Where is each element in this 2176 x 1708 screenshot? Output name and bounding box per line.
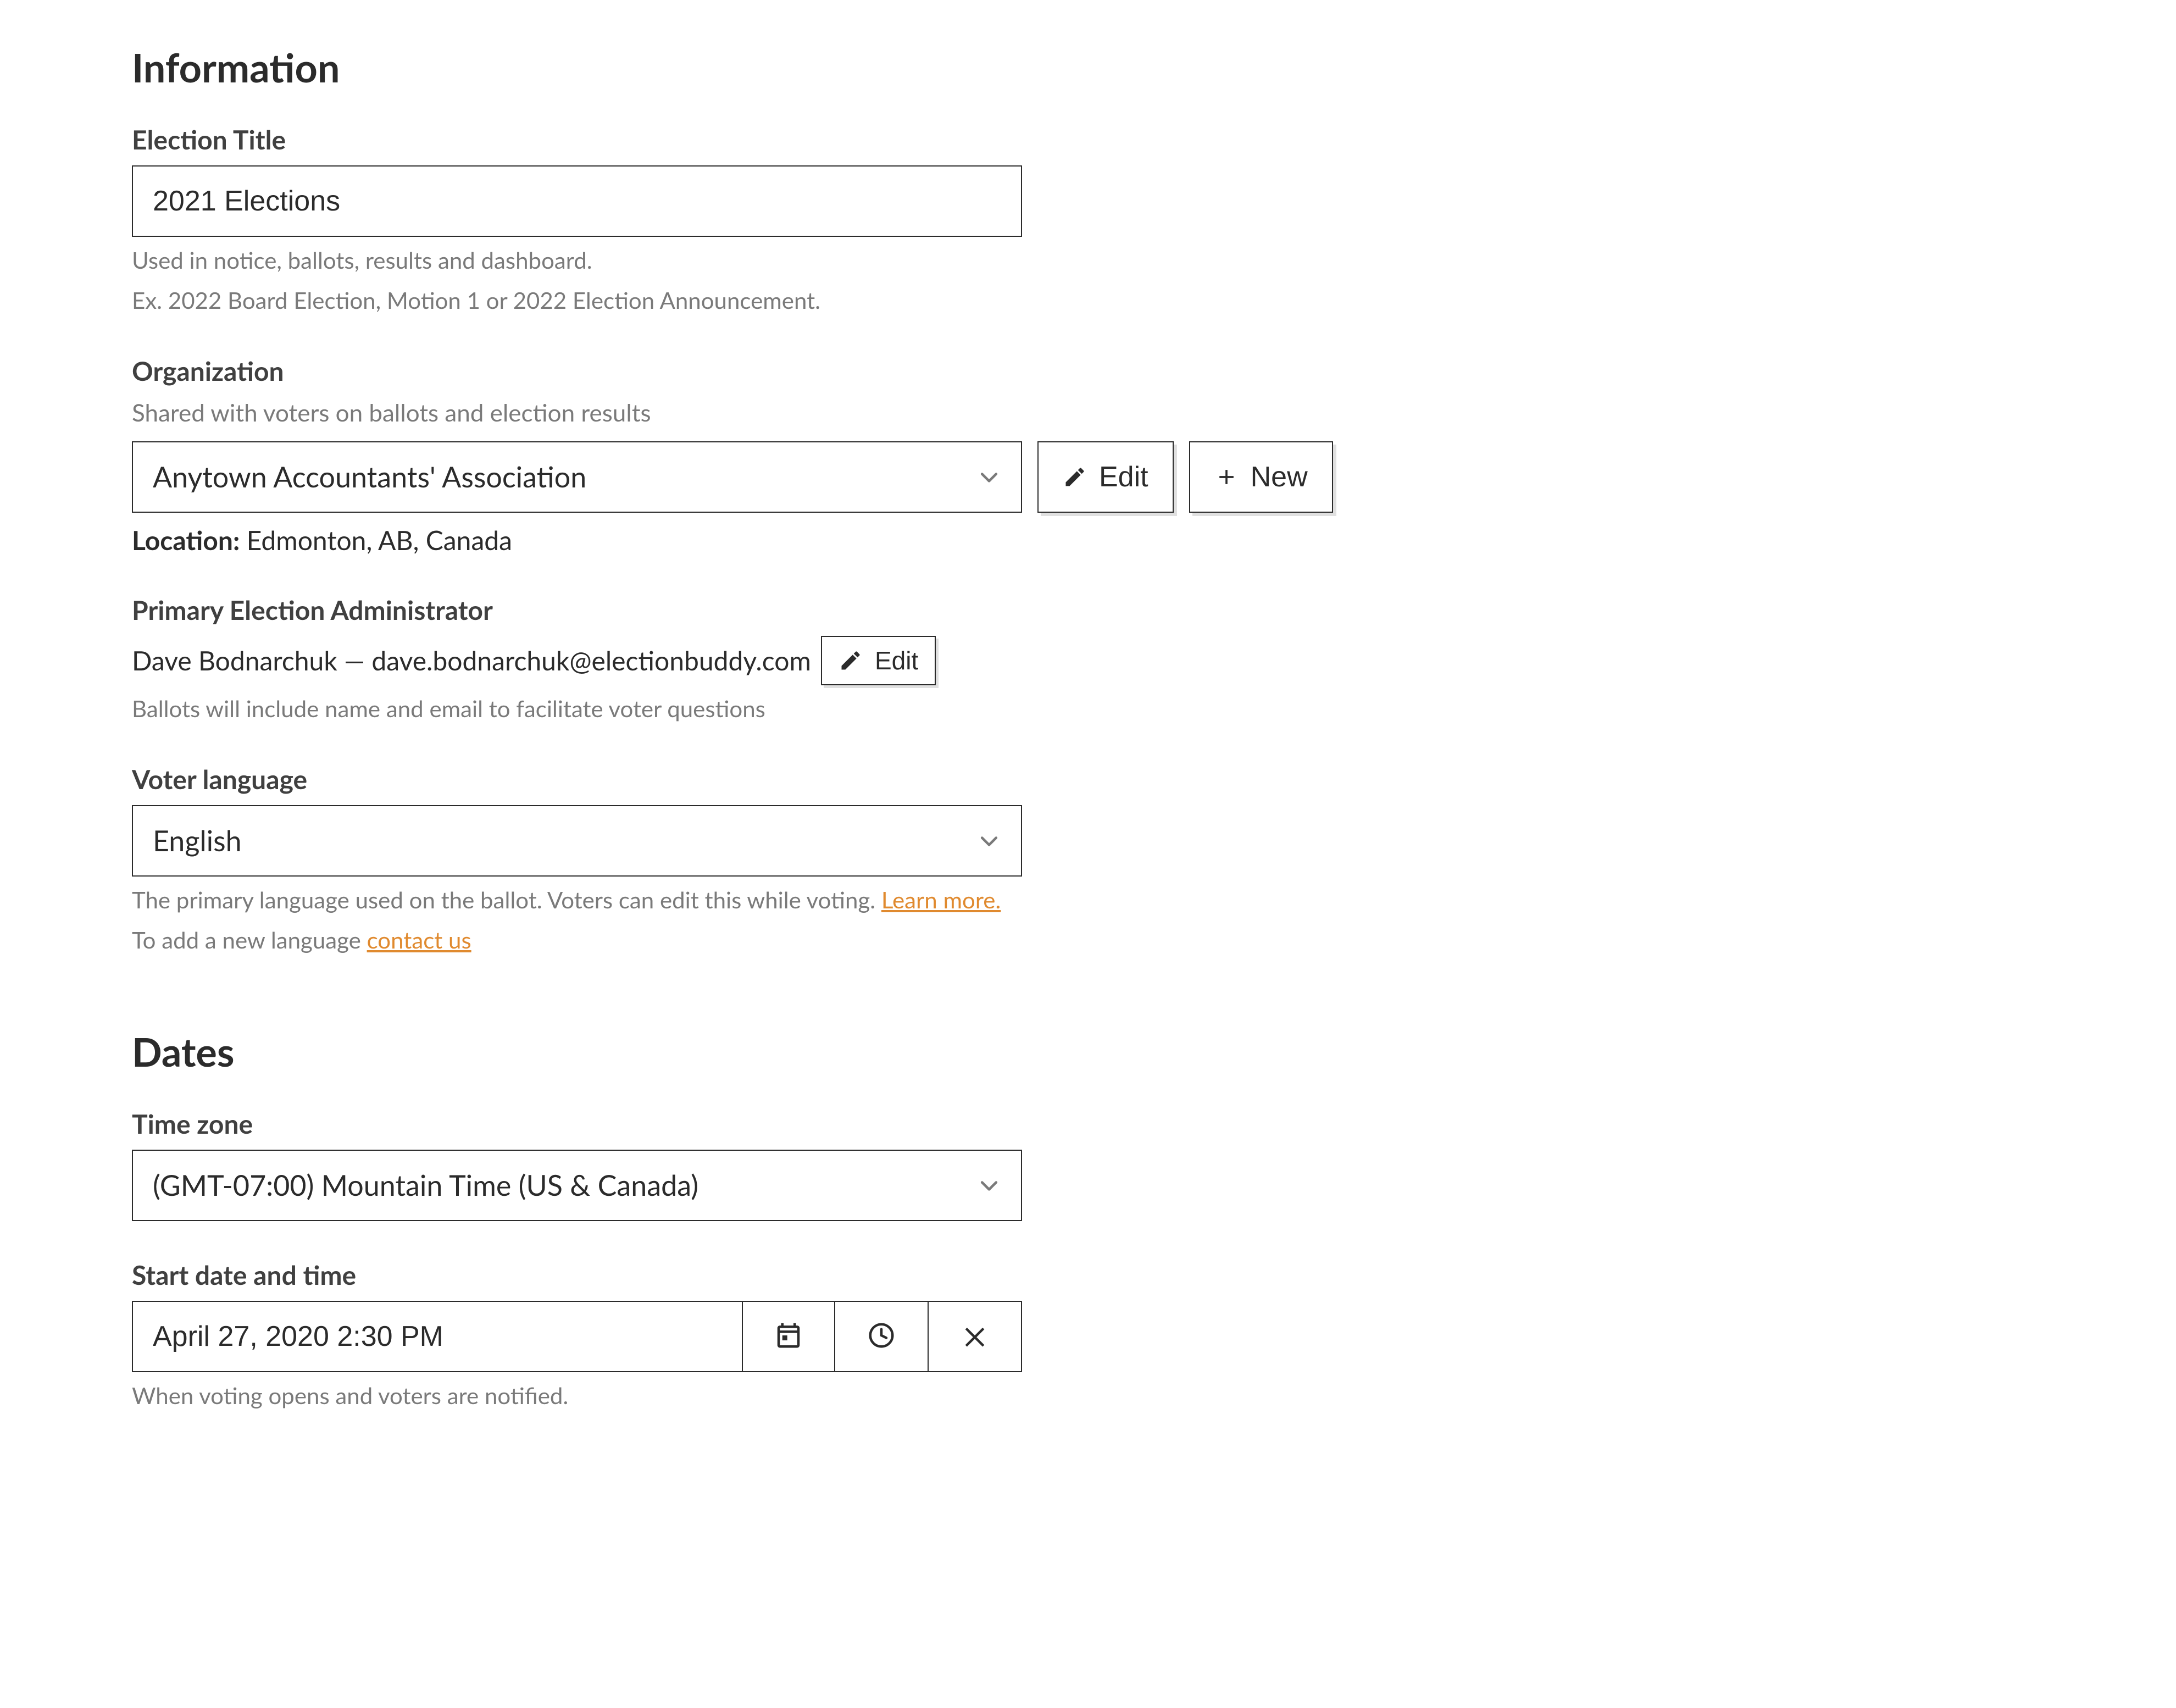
- election-title-field: Election Title Used in notice, ballots, …: [132, 124, 2044, 317]
- timezone-select[interactable]: (GMT-07:00) Mountain Time (US & Canada): [132, 1150, 1022, 1221]
- organization-new-label: New: [1251, 461, 1308, 493]
- admin-help: Ballots will include name and email to f…: [132, 692, 2044, 725]
- organization-location-value: Edmonton, AB, Canada: [247, 525, 512, 556]
- start-date-label: Start date and time: [132, 1260, 2044, 1291]
- organization-location-key: Location:: [132, 525, 240, 556]
- timezone-field: Time zone (GMT-07:00) Mountain Time (US …: [132, 1108, 2044, 1221]
- organization-select[interactable]: Anytown Accountants' Association: [132, 441, 1022, 513]
- plus-icon: [1214, 465, 1239, 489]
- pencil-icon: [1063, 465, 1087, 489]
- organization-location: Location: Edmonton, AB, Canada: [132, 525, 2044, 556]
- pencil-icon: [839, 648, 863, 673]
- admin-edit-button[interactable]: Edit: [821, 636, 936, 685]
- learn-more-link[interactable]: Learn more.: [881, 886, 1001, 913]
- close-icon: [960, 1321, 990, 1352]
- start-date-calendar-button[interactable]: [742, 1301, 835, 1372]
- language-select-value: English: [153, 824, 242, 858]
- information-heading: Information: [132, 44, 2044, 91]
- start-date-input[interactable]: [132, 1301, 742, 1372]
- dates-heading: Dates: [132, 1028, 2044, 1075]
- organization-label: Organization: [132, 356, 2044, 387]
- clock-icon: [867, 1321, 896, 1352]
- election-title-help-2: Ex. 2022 Board Election, Motion 1 or 202…: [132, 284, 2044, 317]
- admin-field: Primary Election Administrator Dave Bodn…: [132, 595, 2044, 725]
- admin-value: Dave Bodnarchuk — dave.bodnarchuk@electi…: [132, 645, 811, 676]
- language-select[interactable]: English: [132, 805, 1022, 877]
- organization-edit-button[interactable]: Edit: [1037, 441, 1174, 513]
- election-title-help-1: Used in notice, ballots, results and das…: [132, 243, 2044, 277]
- language-help-1: The primary language used on the ballot.…: [132, 883, 2044, 917]
- language-field: Voter language English The primary langu…: [132, 764, 2044, 957]
- language-help-2: To add a new language contact us: [132, 923, 2044, 957]
- timezone-label: Time zone: [132, 1108, 2044, 1140]
- calendar-icon: [774, 1321, 803, 1352]
- timezone-select-value: (GMT-07:00) Mountain Time (US & Canada): [153, 1168, 698, 1202]
- start-date-clear-button[interactable]: [929, 1301, 1022, 1372]
- organization-field: Organization Shared with voters on ballo…: [132, 356, 2044, 556]
- organization-edit-label: Edit: [1099, 461, 1148, 493]
- language-label: Voter language: [132, 764, 2044, 795]
- contact-us-link[interactable]: contact us: [367, 926, 471, 953]
- organization-new-button[interactable]: New: [1189, 441, 1333, 513]
- election-title-label: Election Title: [132, 124, 2044, 156]
- admin-label: Primary Election Administrator: [132, 595, 2044, 626]
- start-date-time-button[interactable]: [835, 1301, 929, 1372]
- admin-edit-label: Edit: [875, 646, 918, 675]
- organization-sublabel: Shared with voters on ballots and electi…: [132, 397, 2044, 429]
- start-date-field: Start date and time When voting opens an…: [132, 1260, 2044, 1412]
- election-title-input[interactable]: [132, 165, 1022, 237]
- start-date-help: When voting opens and voters are notifie…: [132, 1379, 2044, 1412]
- organization-select-value: Anytown Accountants' Association: [153, 460, 586, 494]
